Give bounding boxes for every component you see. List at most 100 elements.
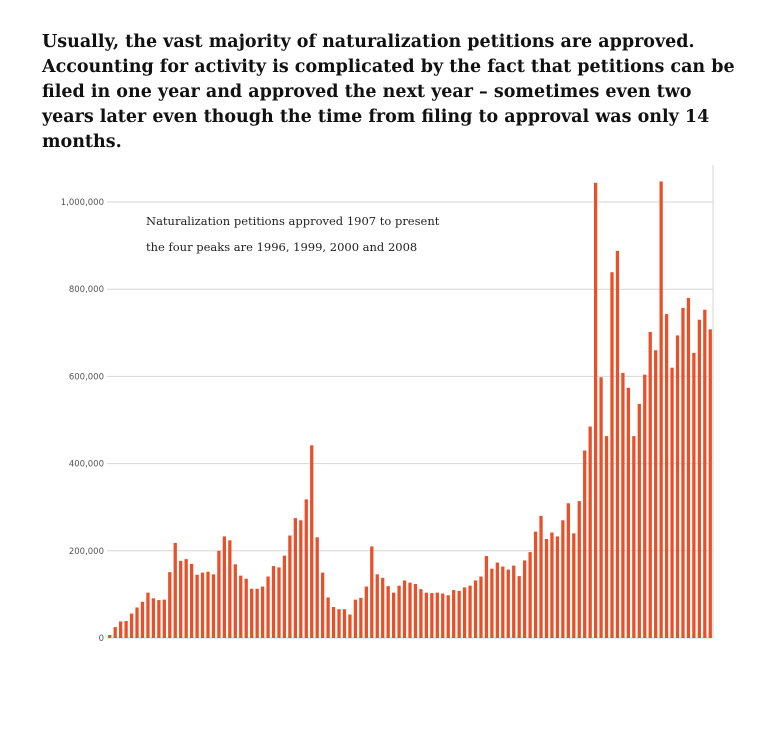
- bar-1961: [402, 580, 407, 638]
- bar-1954: [364, 586, 368, 638]
- bar-1918: [168, 572, 172, 638]
- bar-2004: [637, 403, 641, 638]
- y-axis-ticks: 0 200,000 400,000 600,000 800,000 1,000,000: [61, 198, 104, 644]
- bar-1993: [577, 501, 581, 638]
- bar-1975: [479, 576, 483, 638]
- bar-1908: [113, 627, 117, 638]
- bar-1966: [430, 593, 434, 638]
- bar-1968: [441, 593, 445, 638]
- bar-1979: [501, 566, 505, 638]
- bar-1951: [348, 614, 352, 638]
- bar-1987: [544, 539, 549, 638]
- bar-1919: [173, 542, 177, 638]
- bar-1981: [512, 565, 516, 638]
- bar-1972: [462, 587, 467, 638]
- bar-1989: [555, 536, 560, 638]
- bar-1949: [337, 609, 341, 638]
- bar-1926: [211, 574, 216, 638]
- bar-1924: [200, 572, 205, 638]
- y-tick-label: 200,000: [69, 547, 104, 557]
- bar-1922: [189, 563, 194, 638]
- bar-2001: [621, 372, 625, 638]
- bar-2012: [681, 307, 685, 638]
- bar-1988: [550, 532, 554, 638]
- bar-1999: [610, 272, 614, 638]
- chart-title: Naturalization petitions approved 1907 t…: [146, 214, 440, 228]
- bar-1936: [266, 576, 270, 638]
- bar-1969: [446, 595, 450, 638]
- bar-2013: [686, 297, 691, 638]
- gridlines: [107, 165, 714, 639]
- bar-1944: [310, 445, 314, 638]
- bar-1932: [244, 578, 248, 638]
- bar-1970: [452, 590, 456, 638]
- bar-1930: [233, 564, 237, 638]
- bar-1946: [321, 572, 325, 638]
- bar-1997: [599, 377, 603, 638]
- bar-2011: [675, 335, 680, 638]
- bar-1962: [408, 582, 412, 638]
- bar-1971: [457, 590, 461, 638]
- bar-1921: [184, 559, 188, 638]
- bar-1912: [135, 607, 139, 638]
- bar-2016: [703, 309, 707, 638]
- bar-1931: [239, 575, 243, 638]
- bar-1965: [424, 592, 429, 638]
- chart-subtitle: the four peaks are 1996, 1999, 2000 and …: [146, 240, 417, 254]
- bar-1947: [326, 597, 330, 638]
- bar-1964: [419, 589, 423, 638]
- bar-2015: [697, 319, 701, 638]
- bar-1958: [386, 586, 390, 638]
- bar-1917: [162, 599, 166, 638]
- bar-1984: [528, 552, 532, 638]
- y-tick-label: 400,000: [69, 460, 104, 470]
- bar-1914: [146, 592, 150, 638]
- bar-1976: [484, 556, 489, 638]
- bar-1907: [108, 634, 112, 638]
- bar-2014: [692, 352, 696, 638]
- bar-2010: [670, 367, 674, 638]
- bar-1942: [299, 520, 303, 638]
- bar-1977: [490, 568, 494, 638]
- bar-1943: [304, 499, 308, 638]
- bar-1952: [353, 599, 358, 638]
- bar-1994: [583, 450, 587, 638]
- bar-1953: [359, 597, 363, 638]
- bar-1934: [255, 588, 259, 638]
- bar-1929: [228, 540, 232, 638]
- bar-1960: [397, 585, 401, 638]
- bar-1986: [539, 515, 543, 638]
- bar-1982: [517, 576, 521, 638]
- bar-1996: [593, 182, 598, 638]
- bar-1933: [250, 588, 254, 638]
- bar-1938: [277, 567, 281, 638]
- bar-2006: [648, 331, 652, 638]
- bar-1955: [370, 546, 374, 638]
- bar-1939: [282, 555, 287, 638]
- bar-1978: [495, 562, 499, 638]
- bar-1948: [331, 607, 336, 638]
- bar-1920: [179, 560, 183, 638]
- y-tick-label: 0: [99, 634, 104, 644]
- bar-1959: [391, 592, 396, 638]
- bars: [108, 181, 712, 638]
- bar-2002: [626, 387, 631, 638]
- bar-2003: [632, 436, 636, 638]
- bar-1909: [119, 621, 123, 638]
- bar-1983: [523, 560, 527, 638]
- y-tick-label: 800,000: [69, 285, 104, 295]
- bar-1923: [195, 574, 199, 638]
- bar-1935: [260, 586, 265, 638]
- bar-1945: [315, 537, 319, 638]
- bar-2008: [659, 181, 663, 638]
- bar-2000: [615, 250, 620, 638]
- bar-1927: [217, 550, 221, 638]
- bar-2007: [654, 350, 658, 638]
- bar-1991: [566, 503, 570, 638]
- y-tick-label: 600,000: [69, 372, 104, 382]
- bar-2005: [643, 374, 647, 638]
- bar-chart: 0 200,000 400,000 600,000 800,000 1,000,000 N…: [61, 165, 714, 644]
- bar-1910: [124, 621, 128, 638]
- bar-1925: [206, 571, 210, 638]
- bar-1985: [533, 531, 538, 638]
